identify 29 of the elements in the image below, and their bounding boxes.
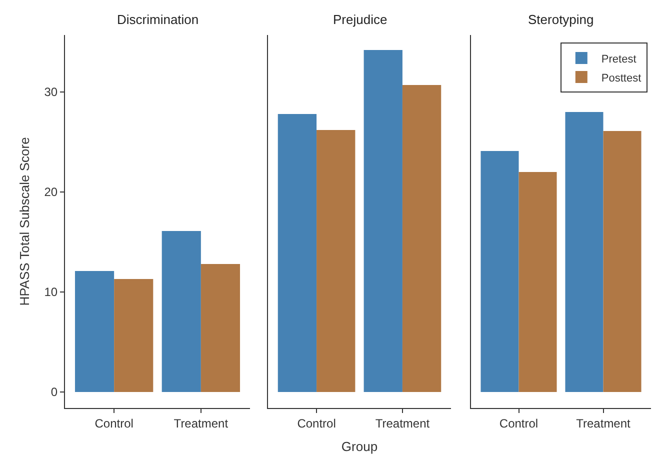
x-tick-label: Treatment	[375, 416, 430, 430]
bar	[316, 130, 356, 392]
bar	[518, 172, 557, 392]
x-axis-title: Group	[341, 439, 378, 454]
y-tick-label: 10	[44, 285, 58, 300]
x-tick-label: Control	[94, 416, 134, 430]
x-tick-label: Treatment	[174, 416, 229, 430]
x-tick-label: Treatment	[576, 416, 632, 430]
legend-label: Posttest	[601, 72, 642, 84]
y-tick-label: 20	[44, 185, 58, 200]
x-tick-label: Control	[499, 416, 538, 430]
legend-label: Pretest	[601, 53, 636, 66]
chart-title: Prejudice	[333, 12, 388, 27]
bar	[402, 85, 442, 392]
y-axis-title: HPASS Total Subscale Score	[17, 137, 32, 306]
chart-title: Discrimination	[117, 12, 199, 27]
y-tick-label: 30	[44, 85, 58, 100]
bar	[162, 231, 201, 392]
y-tick-label: 0	[50, 385, 58, 400]
chart-title: Sterotyping	[528, 12, 594, 27]
bar	[603, 131, 642, 392]
bar	[364, 50, 402, 392]
bar	[278, 114, 317, 392]
bar	[114, 279, 154, 392]
bar	[565, 112, 604, 392]
bar	[480, 151, 519, 392]
x-tick-label: Control	[297, 416, 336, 430]
bar	[200, 264, 240, 392]
bar	[74, 271, 114, 392]
